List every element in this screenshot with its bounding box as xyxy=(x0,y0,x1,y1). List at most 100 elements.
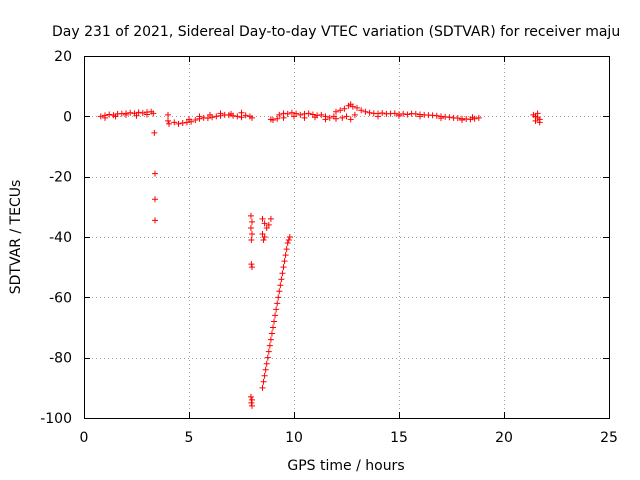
data-point xyxy=(286,234,293,240)
data-point xyxy=(534,110,541,117)
data-point xyxy=(249,114,255,121)
data-point xyxy=(459,116,465,123)
y-tick-label: 0 xyxy=(63,109,72,125)
data-point xyxy=(133,112,140,119)
data-point xyxy=(247,393,254,400)
data-point xyxy=(266,342,273,349)
data-point xyxy=(475,114,482,121)
plot-frame xyxy=(84,56,610,419)
x-tick-label: 10 xyxy=(285,430,303,446)
x-tick-label: 0 xyxy=(80,430,89,446)
x-tick-label: 5 xyxy=(185,430,194,446)
data-point xyxy=(446,114,453,121)
data-point xyxy=(262,366,269,373)
x-tick-label: 25 xyxy=(600,430,618,446)
data-point xyxy=(280,264,287,271)
data-point xyxy=(274,115,281,122)
data-point xyxy=(97,113,104,120)
data-point xyxy=(123,111,129,118)
data-point xyxy=(268,330,275,337)
data-point xyxy=(379,110,386,117)
data-point xyxy=(102,114,108,121)
data-point xyxy=(339,114,346,121)
data-point xyxy=(305,110,312,117)
data-point xyxy=(433,112,440,119)
data-point xyxy=(532,117,539,124)
data-point xyxy=(351,111,358,118)
data-point xyxy=(400,110,407,117)
data-point xyxy=(248,261,255,268)
data-point xyxy=(412,110,419,117)
data-point xyxy=(270,324,276,331)
data-point xyxy=(285,237,292,244)
data-point xyxy=(283,246,290,253)
data-point xyxy=(347,116,354,123)
data-point xyxy=(366,109,373,116)
data-point xyxy=(417,113,423,120)
data-point xyxy=(375,113,381,120)
data-point xyxy=(278,276,285,283)
data-point xyxy=(354,104,360,111)
data-point xyxy=(265,221,272,228)
data-point xyxy=(144,111,150,118)
data-point xyxy=(259,230,266,237)
data-point xyxy=(207,111,213,118)
data-point xyxy=(192,116,199,123)
data-point xyxy=(151,196,158,203)
data-point xyxy=(165,111,171,118)
y-tick-label: -40 xyxy=(49,230,72,246)
data-point xyxy=(213,113,220,120)
data-point xyxy=(438,115,444,122)
data-point xyxy=(247,224,254,231)
data-point xyxy=(272,312,279,319)
axis-ticks xyxy=(84,56,610,419)
data-point xyxy=(261,372,268,379)
data-point xyxy=(396,112,402,119)
data-point xyxy=(249,402,255,409)
data-point xyxy=(341,105,348,112)
data-point xyxy=(267,336,274,343)
y-tick-label: -20 xyxy=(49,170,72,186)
data-point xyxy=(171,119,178,126)
data-point xyxy=(280,114,287,121)
data-point xyxy=(263,360,270,367)
data-point xyxy=(291,113,297,120)
data-point xyxy=(259,384,266,391)
data-point xyxy=(259,215,266,222)
data-point xyxy=(322,116,329,123)
data-point xyxy=(261,220,268,227)
data-point xyxy=(151,129,158,136)
data-point xyxy=(284,240,291,247)
data-point xyxy=(265,348,272,355)
data-point xyxy=(264,354,271,361)
data-point xyxy=(234,113,241,120)
data-point xyxy=(238,109,245,116)
data-point xyxy=(276,111,283,118)
x-tick-label: 20 xyxy=(495,430,513,446)
data-point xyxy=(139,110,146,117)
data-point xyxy=(273,306,280,313)
grid xyxy=(84,56,609,418)
data-point xyxy=(106,111,113,118)
data-point xyxy=(275,294,282,301)
data-point xyxy=(135,109,142,116)
data-point xyxy=(217,110,224,117)
data-point xyxy=(284,110,291,117)
data-point xyxy=(248,237,255,244)
data-point xyxy=(242,112,249,119)
data-point xyxy=(404,111,411,118)
data-point xyxy=(301,114,308,121)
y-tick-label: -80 xyxy=(49,351,72,367)
data-point xyxy=(151,170,158,177)
data-point xyxy=(333,108,339,115)
data-point xyxy=(277,282,284,289)
data-point xyxy=(112,113,119,120)
data-point xyxy=(260,237,267,244)
data-point xyxy=(391,110,398,117)
data-point xyxy=(358,107,365,114)
y-axis-label: SDTVAR / TECUs xyxy=(8,180,24,295)
x-tick-labels: 0 5 10 15 20 25 xyxy=(80,430,618,446)
chart-title: Day 231 of 2021, Sidereal Day-to-day VTE… xyxy=(52,24,620,40)
data-point xyxy=(204,115,211,122)
data-point xyxy=(249,396,255,403)
